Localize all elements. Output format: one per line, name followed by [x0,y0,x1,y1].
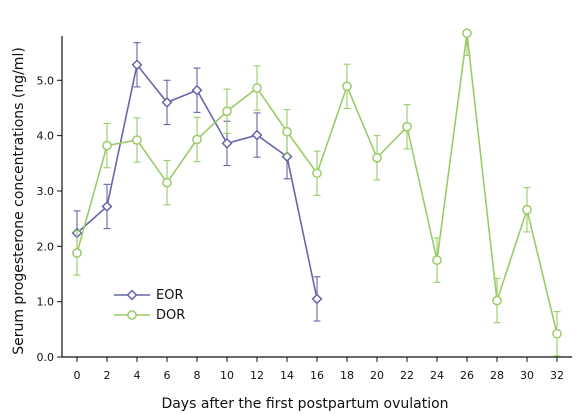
x-tick-label: 4 [134,369,141,382]
data-point [432,255,442,265]
x-tick-label: 18 [340,369,354,382]
data-point [492,295,502,306]
series-eor [71,42,323,322]
data-point [161,96,173,108]
y-tick-label: 1.0 [37,296,55,309]
legend-label: DOR [156,308,185,323]
y-tick-label: 4.0 [37,130,55,143]
x-tick-label: 12 [250,369,264,382]
ticks-layer: 0.01.02.03.04.05.00 2 4 6 8 10 12 14 16 18 20 22 24 2… [37,74,565,382]
data-point [101,201,113,212]
data-point [552,328,562,339]
x-tick-label: 24 [430,369,444,382]
legend-marker [127,310,137,320]
y-tick-label: 3.0 [37,185,55,198]
legend-label: EOR [156,288,183,303]
legend-item-eor: EOR [114,288,183,303]
x-tick-label: 10 [220,369,234,382]
data-point [282,126,292,137]
series-layer [71,28,562,357]
legend: EOR DOR [114,288,185,323]
data-point [462,28,472,39]
x-tick-label: 14 [280,369,294,382]
x-tick-label: 30 [520,369,534,382]
data-point [72,248,82,258]
data-point [192,134,202,145]
data-point [402,121,412,132]
data-point [342,81,352,92]
data-point [252,83,262,93]
x-tick-label: 32 [550,369,564,382]
y-tick-label: 2.0 [37,240,55,253]
x-tick-label: 22 [400,369,414,382]
data-point [162,177,172,188]
data-point [221,137,233,149]
data-point [222,106,232,117]
y-tick-label: 0.0 [37,351,55,364]
data-point [522,204,532,215]
legend-item-dor: DOR [114,308,185,323]
series-dor [72,28,562,357]
x-axis-label: Days after the first postpartum ovulatio… [161,396,448,412]
legend-marker [126,289,138,301]
data-point [311,293,323,305]
x-tick-label: 0 [74,369,81,382]
x-tick-label: 6 [164,369,171,382]
x-tick-label: 20 [370,369,384,382]
x-tick-label: 28 [490,369,504,382]
x-tick-label: 8 [194,369,201,382]
y-axis-label: Serum progesterone concentrations (ng/ml… [11,47,27,355]
data-point [281,151,293,163]
y-tick-label: 5.0 [37,74,55,87]
x-tick-label: 16 [310,369,324,382]
data-point [132,135,142,145]
x-tick-label: 26 [460,369,474,382]
data-point [312,168,322,179]
data-point [372,152,382,163]
data-point [102,140,112,151]
x-tick-label: 2 [104,369,111,382]
data-point [131,59,143,71]
data-point [251,129,263,141]
data-point [191,84,203,96]
